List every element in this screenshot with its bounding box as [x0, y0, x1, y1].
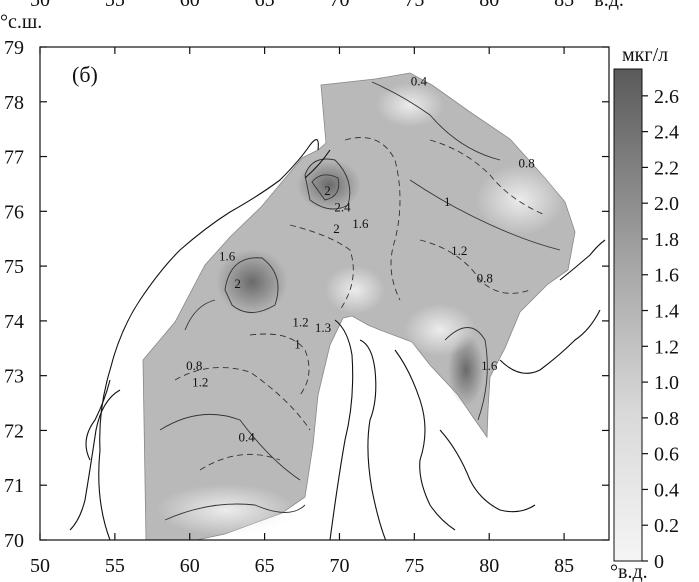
contour-label: 2.4 [334, 199, 351, 214]
lowzone-top [376, 83, 444, 127]
x-tick-label: 85 [554, 555, 574, 577]
colorbar-tick-label: 2.4 [654, 122, 679, 144]
y-tick-label: 79 [4, 37, 24, 59]
top-tick-label: 70 [329, 0, 349, 11]
colorbar-tick-label: 1.0 [654, 372, 679, 394]
colorbar-tick-label: 1.2 [654, 336, 679, 358]
top-tick-label: 55 [105, 0, 125, 11]
top-axis-labels: 50 55 60 65 70 75 80 85 в.д. [30, 0, 624, 11]
contour-label: 0.8 [477, 271, 493, 286]
contour-label: 2 [324, 183, 331, 198]
x-tick-label: 50 [30, 555, 50, 577]
y-tick-label: 77 [4, 147, 24, 169]
contour-label: 1.3 [315, 320, 331, 335]
contour-label: 0.8 [519, 156, 535, 171]
x-tick-label: 70 [329, 555, 349, 577]
colorbar-tick-label: 0.2 [654, 515, 679, 537]
colorbar-tick-label: 1.4 [654, 301, 679, 323]
colorbar-tick-label: 0.6 [654, 444, 679, 466]
y-tick-label: 73 [4, 366, 24, 388]
contour-label: 1.2 [451, 243, 467, 258]
y-tick-label: 72 [4, 420, 24, 442]
top-tick-label: 75 [404, 0, 424, 11]
lowzone-northeast [476, 165, 564, 235]
x-tick-label: 65 [255, 555, 275, 577]
top-tick-label: 80 [479, 0, 499, 11]
top-tick-label: в.д. [594, 0, 624, 11]
colorbar [613, 68, 643, 562]
top-tick-label: 50 [30, 0, 50, 11]
colorbar-tick-label: 0 [654, 551, 664, 573]
y-tick-label: 78 [4, 92, 24, 114]
contour-label: 1.2 [292, 314, 308, 329]
lowzone-central [404, 304, 476, 356]
concentration-field [69, 72, 606, 540]
top-tick-label: 65 [255, 0, 275, 11]
contour-label: 0.4 [239, 429, 256, 444]
contour-solid [159, 81, 561, 521]
contour-label: 1 [294, 336, 301, 351]
coastline [69, 139, 606, 540]
contour-label: 2 [333, 221, 340, 236]
colorbar-tick-label: 0.8 [654, 408, 679, 430]
contour-label: 1 [444, 194, 451, 209]
y-tick-label: 71 [4, 475, 24, 497]
y-tick-label: 74 [4, 311, 24, 333]
colorbar-tick-label: 1.8 [654, 229, 679, 251]
y-axis: 70 71 72 73 74 75 76 77 78 79 [4, 37, 609, 552]
top-tick-label: 60 [180, 0, 200, 11]
contour-label: 1.2 [192, 375, 208, 390]
x-tick-label: 80 [479, 555, 499, 577]
top-tick-label: 85 [554, 0, 574, 11]
panel-label: (б) [72, 62, 98, 87]
colorbar-tick-label: 1.6 [654, 265, 679, 287]
contour-label: 1.6 [219, 249, 236, 264]
plot-frame [39, 46, 610, 541]
contour-label: 0.4 [411, 73, 428, 88]
colorbar-unit: мкг/л [622, 44, 668, 66]
contour-label: 0.8 [186, 358, 202, 373]
contour-label: 1.6 [481, 358, 498, 373]
contour-label: 1.6 [352, 216, 369, 231]
colorbar-tick-label: 2.0 [654, 193, 679, 215]
y-tick-label: 76 [4, 201, 24, 223]
x-tick-label: 55 [105, 555, 125, 577]
x-axis: 50 55 60 65 70 75 80 85 [30, 47, 574, 577]
contour-dashed [174, 137, 546, 471]
x-tick-label: 60 [180, 555, 200, 577]
hotspot-north [297, 159, 361, 211]
longitude-unit-label: °в.д. [610, 561, 648, 582]
colorbar-tick-label: 2.6 [654, 86, 679, 108]
colorbar-tick-label: 0.4 [654, 479, 679, 501]
colorbar-tick-label: 2.2 [654, 157, 679, 179]
colorbar-ticks: 2.6 2.4 2.2 2.0 1.8 1.6 1.4 1.2 1.0 0.8 0.6 0.4 0.2 0 [642, 86, 679, 573]
lowzone-mid [325, 266, 385, 314]
y-tick-label: 70 [4, 530, 24, 552]
latitude-unit-label: °с.ш. [0, 11, 42, 33]
y-tick-label: 75 [4, 256, 24, 278]
contour-label: 2 [234, 276, 241, 291]
x-tick-label: 75 [404, 555, 424, 577]
lowzone-south [156, 484, 296, 536]
